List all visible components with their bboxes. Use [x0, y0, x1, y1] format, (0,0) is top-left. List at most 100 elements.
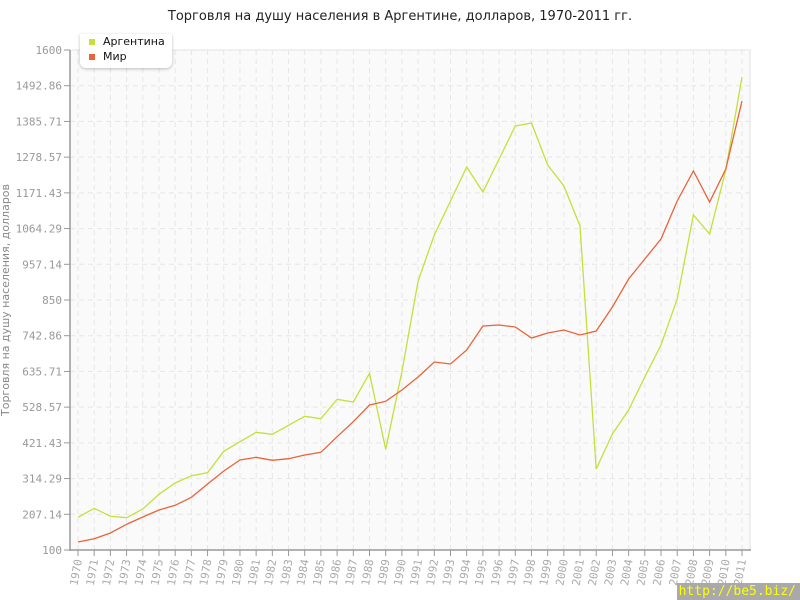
x-tick-label: 1991 — [408, 558, 425, 586]
data-point — [303, 414, 307, 418]
x-tick-label: 2003 — [602, 558, 619, 586]
y-tick-label: 421.43 — [22, 437, 62, 450]
x-tick-label: 1980 — [230, 558, 247, 586]
watermark-link[interactable]: http://be5.biz/ — [676, 583, 800, 600]
data-point — [335, 435, 339, 439]
x-tick-label: 2006 — [651, 558, 668, 586]
data-point — [465, 348, 469, 352]
data-point — [157, 508, 161, 512]
x-tick-label: 1988 — [359, 558, 376, 586]
y-axis: 100 207.14 314.29 421.43 528.57 635.71 742.86 8… — [16, 44, 71, 557]
x-tick-label: 2005 — [634, 558, 651, 586]
data-point — [659, 343, 663, 347]
data-point — [643, 375, 647, 379]
x-tick-label: 1979 — [213, 558, 230, 586]
data-point — [594, 329, 598, 333]
data-point — [254, 455, 258, 459]
x-tick-label: 1975 — [149, 558, 166, 586]
x-tick-label: 1970 — [68, 558, 85, 586]
data-point — [659, 237, 663, 241]
data-point — [303, 453, 307, 457]
data-point — [206, 471, 210, 475]
data-point — [546, 331, 550, 335]
legend-label: Мир — [103, 50, 127, 63]
data-point — [594, 467, 598, 471]
data-point — [238, 458, 242, 462]
y-tick-label: 1278.57 — [16, 151, 62, 164]
data-point — [76, 515, 80, 519]
data-point — [610, 432, 614, 436]
x-tick-label: 1987 — [343, 558, 360, 586]
data-point — [384, 399, 388, 403]
x-tick-label: 2011 — [732, 558, 749, 586]
data-point — [529, 121, 533, 125]
x-tick-label: 1972 — [100, 558, 117, 586]
x-tick-label: 1984 — [294, 558, 311, 587]
y-tick-label: 1171.43 — [16, 187, 62, 200]
data-point — [206, 482, 210, 486]
legend: Аргентина Мир — [80, 34, 172, 68]
data-point — [189, 495, 193, 499]
x-tick-label: 2010 — [715, 558, 732, 586]
y-tick-label: 100 — [42, 544, 62, 557]
data-point — [497, 157, 501, 161]
data-point — [578, 333, 582, 337]
data-point — [287, 457, 291, 461]
data-point — [254, 430, 258, 434]
data-point — [173, 503, 177, 507]
legend-item-world[interactable]: Мир — [80, 49, 172, 64]
data-point — [270, 458, 274, 462]
data-point — [141, 515, 145, 519]
x-tick-label: 1997 — [505, 558, 522, 586]
legend-swatch — [89, 38, 95, 45]
y-tick-label: 850 — [42, 294, 62, 307]
data-point — [481, 190, 485, 194]
x-tick-label: 1989 — [375, 558, 392, 586]
data-point — [675, 297, 679, 301]
series-line-world — [77, 100, 743, 543]
data-point — [351, 400, 355, 404]
x-tick-label: 1986 — [327, 558, 344, 586]
data-point — [351, 420, 355, 424]
x-tick-label: 1993 — [440, 558, 457, 586]
y-tick-label: 742.86 — [22, 330, 62, 343]
data-point — [481, 324, 485, 328]
x-tick-label: 2008 — [683, 558, 700, 586]
x-tick-label: 2004 — [618, 558, 635, 587]
x-axis: 1970197119721973197419751976197719781979… — [68, 549, 751, 587]
legend-item-argentina[interactable]: Аргентина — [80, 34, 172, 49]
x-tick-label: 1992 — [424, 558, 441, 586]
data-point — [92, 506, 96, 510]
data-point — [335, 397, 339, 401]
data-point — [546, 163, 550, 167]
x-tick-label: 1974 — [132, 558, 149, 587]
y-tick-label: 957.14 — [22, 258, 62, 271]
data-point — [222, 449, 226, 453]
data-point — [125, 522, 129, 526]
data-point — [562, 184, 566, 188]
data-point — [562, 328, 566, 332]
y-tick-label: 635.71 — [22, 365, 62, 378]
data-point — [319, 450, 323, 454]
x-tick-label: 2009 — [699, 558, 716, 586]
x-tick-label: 1999 — [537, 558, 554, 586]
y-tick-label: 207.14 — [22, 508, 62, 521]
data-point — [157, 492, 161, 496]
data-point — [675, 199, 679, 203]
chart-title: Торговля на душу населения в Аргентине, … — [167, 9, 633, 24]
x-tick-label: 1983 — [278, 558, 295, 586]
y-tick-label: 1600 — [36, 44, 63, 57]
data-point — [108, 531, 112, 535]
x-tick-label: 2000 — [553, 558, 570, 586]
series-line-argentina — [77, 76, 743, 519]
x-tick-label: 1978 — [197, 558, 214, 586]
data-point — [610, 305, 614, 309]
x-tick-label: 1976 — [165, 558, 182, 586]
data-point — [465, 165, 469, 169]
legend-label: Аргентина — [103, 35, 165, 48]
data-point — [513, 124, 517, 128]
data-point — [691, 169, 695, 173]
data-point — [368, 403, 372, 407]
data-point — [740, 75, 744, 79]
